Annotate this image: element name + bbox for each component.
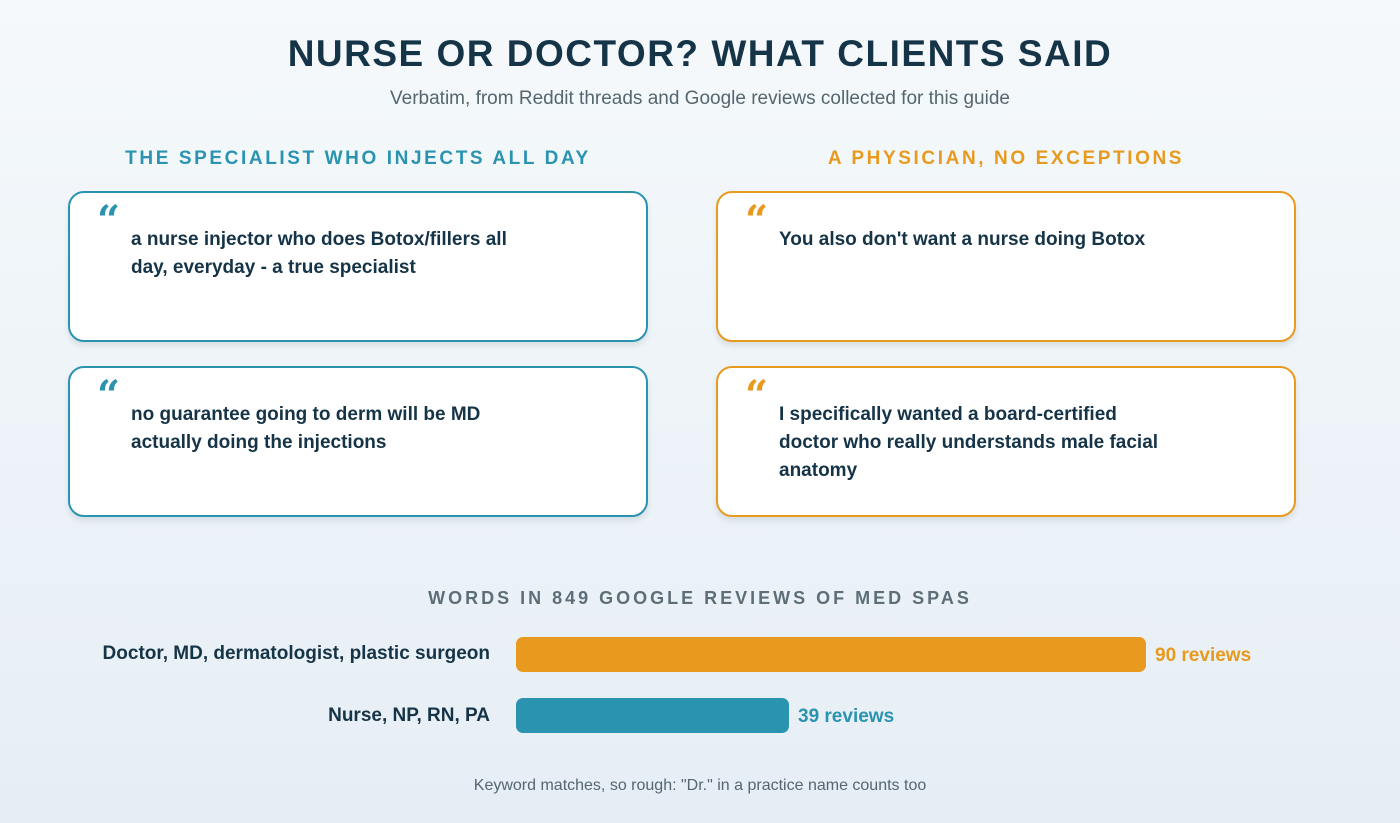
quote-text: You also don't want a nurse doing Botox	[779, 229, 1146, 250]
right-column-heading: A PHYSICIAN, NO EXCEPTIONS	[827, 148, 1185, 169]
bar-label: Doctor, MD, dermatologist, plastic surge…	[102, 643, 490, 664]
quote-mark-icon: “	[745, 372, 769, 419]
page-title: NURSE OR DOCTOR? WHAT CLIENTS SAID	[287, 33, 1113, 74]
bar	[516, 637, 1146, 672]
quote-card: “ You also don't want a nurse doing Boto…	[716, 191, 1296, 342]
quote-mark-icon: “	[97, 197, 121, 244]
left-column-heading: THE SPECIALIST WHO INJECTS ALL DAY	[125, 148, 591, 169]
quote-card: “ no guarantee going to derm will be MD …	[68, 366, 648, 517]
quote-text: a nurse injector who does Botox/fillers …	[131, 229, 507, 278]
quote-text: I specifically wanted a board-certified …	[779, 404, 1159, 481]
bar-value-label: 39 reviews	[798, 706, 895, 727]
chart-title: WORDS IN 849 GOOGLE REVIEWS OF MED SPAS	[428, 588, 972, 608]
bar	[516, 698, 789, 733]
bar-label: Nurse, NP, RN, PA	[328, 705, 490, 726]
footnote: Keyword matches, so rough: "Dr." in a pr…	[473, 777, 927, 794]
page-subtitle: Verbatim, from Reddit threads and Google…	[390, 88, 1010, 109]
quote-mark-icon: “	[97, 372, 121, 419]
bar-value-label: 90 reviews	[1155, 645, 1252, 666]
quote-mark-icon: “	[745, 197, 769, 244]
quote-text: no guarantee going to derm will be MD ac…	[131, 404, 481, 453]
quote-card: “ I specifically wanted a board-certifie…	[716, 366, 1296, 517]
quote-card: “ a nurse injector who does Botox/filler…	[68, 191, 648, 342]
